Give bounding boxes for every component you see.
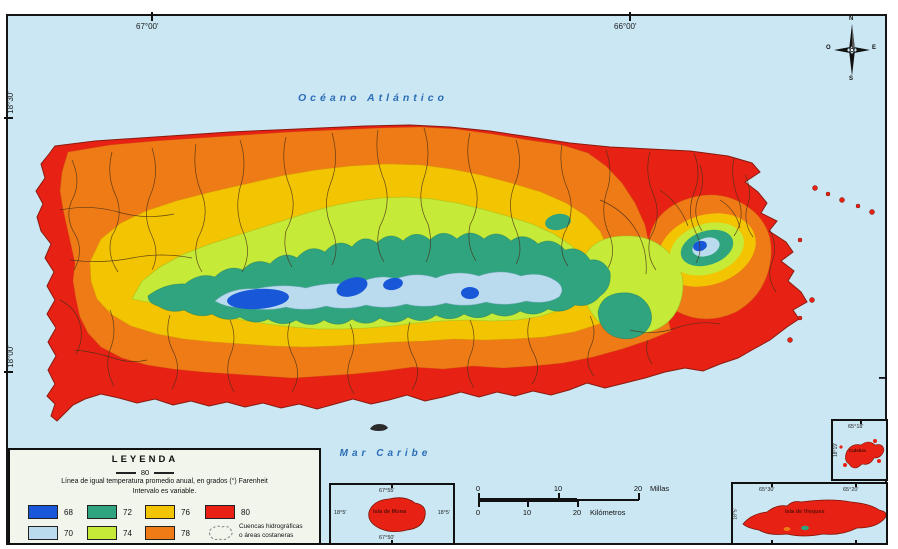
mona-island-shape — [368, 497, 426, 532]
mona-island-label: Isla de Mona — [373, 509, 407, 515]
compass-rose: N S E O — [826, 16, 878, 84]
vieques-left-coord: 18°5' — [732, 508, 739, 520]
legend-description: Línea de igual temperatura promedio anua… — [61, 478, 268, 485]
cuencas-label-line2: o áreas costaneras — [239, 532, 294, 539]
lon-label-66: 66°00' — [614, 22, 637, 31]
mona-top-tick — [391, 483, 393, 488]
scale-bar: 0 10 20 Millas 0 10 20 Kilómetros — [470, 483, 680, 517]
inset-isla-de-vieques: 65°30' 65°20' 18°5' Isla de Vieques — [731, 482, 888, 545]
swatch-74 — [87, 526, 117, 540]
vieques-island-label: Isla de Vieques — [785, 509, 825, 515]
scale-km-10: 10 — [522, 508, 532, 517]
compass-e: E — [872, 45, 877, 51]
legend: LEYENDA 80 Línea de igual temperatura pr… — [8, 448, 321, 545]
lat-label-1830: 18°30' — [5, 91, 15, 114]
mona-top-coord: 67°55' — [379, 488, 395, 494]
mona-left-coord: 18°5' — [334, 510, 347, 516]
vieques-top-left-coord: 65°30' — [759, 487, 775, 493]
swatch-72 — [87, 505, 117, 519]
swatch-76 — [145, 505, 175, 519]
scale-bar-km-segment — [478, 497, 577, 502]
cuencas-label-line1: Cuencas hidrográficas — [239, 523, 303, 530]
swatch-74-label: 74 — [123, 529, 132, 538]
isoline-symbol: 80 — [10, 468, 280, 477]
compass-n: N — [849, 16, 854, 22]
lon-label-67: 67°00' — [136, 22, 159, 31]
scale-miles-20: 20 — [633, 484, 643, 493]
vieques-bottom-tick-right — [855, 540, 857, 545]
zone-72-north-patch — [545, 213, 571, 231]
scale-km-0: 0 — [475, 508, 481, 517]
compass-s: S — [849, 76, 854, 82]
swatch-76-label: 76 — [181, 508, 190, 517]
swatch-78 — [145, 526, 175, 540]
swatch-70 — [28, 526, 58, 540]
swatch-68-label: 68 — [64, 508, 73, 517]
swatch-80 — [205, 505, 235, 519]
culebra-island-shape — [839, 439, 885, 469]
swatch-80-label: 80 — [241, 508, 250, 517]
swatch-68 — [28, 505, 58, 519]
isoline-value: 80 — [140, 468, 150, 477]
vieques-bottom-tick-left — [771, 540, 773, 545]
isoline-dash-right — [154, 471, 175, 474]
scale-km-unit: Kilómetros — [590, 508, 626, 517]
swatch-70-label: 70 — [64, 529, 73, 538]
legend-interval-note: Intervalo es variable. — [132, 488, 197, 495]
zone-68-layer — [227, 240, 707, 310]
miles-tick-20 — [638, 493, 640, 500]
legend-title: LEYENDA — [111, 454, 179, 465]
culebra-island-label: Culebra — [849, 448, 866, 453]
mar-caribe-label: Mar Caribe — [339, 448, 432, 459]
ocean-atlantico-label: Océano Atlántico — [298, 92, 448, 104]
cuencas-icon — [208, 525, 233, 541]
left-tick-1830 — [4, 117, 13, 119]
inset-isla-de-mona: Isla de Mona 67°55' 67°50' 18°5' 18°5' — [329, 483, 455, 545]
scale-miles-unit: Millas — [650, 484, 670, 493]
inset-culebra: 65°18' 18°19' Culebra — [831, 419, 888, 481]
culebra-top-coord: 65°18' — [848, 424, 864, 430]
vieques-island-shape — [742, 499, 886, 537]
swatch-78-label: 78 — [181, 529, 190, 538]
mona-bottom-tick — [391, 540, 393, 545]
miles-tick-10 — [558, 493, 560, 500]
left-tick-1800 — [4, 371, 13, 373]
scale-miles-0: 0 — [475, 484, 481, 493]
km-tick-20 — [577, 500, 579, 507]
top-tick-67 — [151, 12, 153, 21]
zone-72-southeast — [597, 292, 652, 340]
caja-de-muertos-islet — [370, 424, 388, 431]
km-tick-0 — [478, 500, 480, 507]
watershed-boundaries — [59, 127, 777, 395]
scale-miles-10: 10 — [553, 484, 563, 493]
lat-label-1800: 18°00' — [5, 345, 15, 368]
miles-tick-0 — [478, 493, 480, 500]
swatch-72-label: 72 — [123, 508, 132, 517]
scale-km-20: 20 — [572, 508, 582, 517]
top-tick-66 — [629, 12, 631, 21]
culebra-left-coord: 18°19' — [833, 442, 840, 458]
vieques-top-tick-left — [771, 482, 773, 487]
vieques-top-right-coord: 65°20' — [843, 487, 859, 493]
vieques-top-tick-right — [855, 482, 857, 487]
isoline-dash-left — [115, 471, 136, 474]
compass-o: O — [826, 45, 831, 51]
culebra-top-tick — [860, 419, 862, 424]
right-border-tick — [879, 377, 887, 379]
mona-bottom-coord: 67°50' — [379, 535, 395, 541]
compass-star-icon — [834, 24, 870, 76]
mona-right-coord: 18°5' — [437, 510, 450, 516]
offshore-cays — [787, 185, 875, 343]
km-tick-10 — [527, 500, 529, 507]
